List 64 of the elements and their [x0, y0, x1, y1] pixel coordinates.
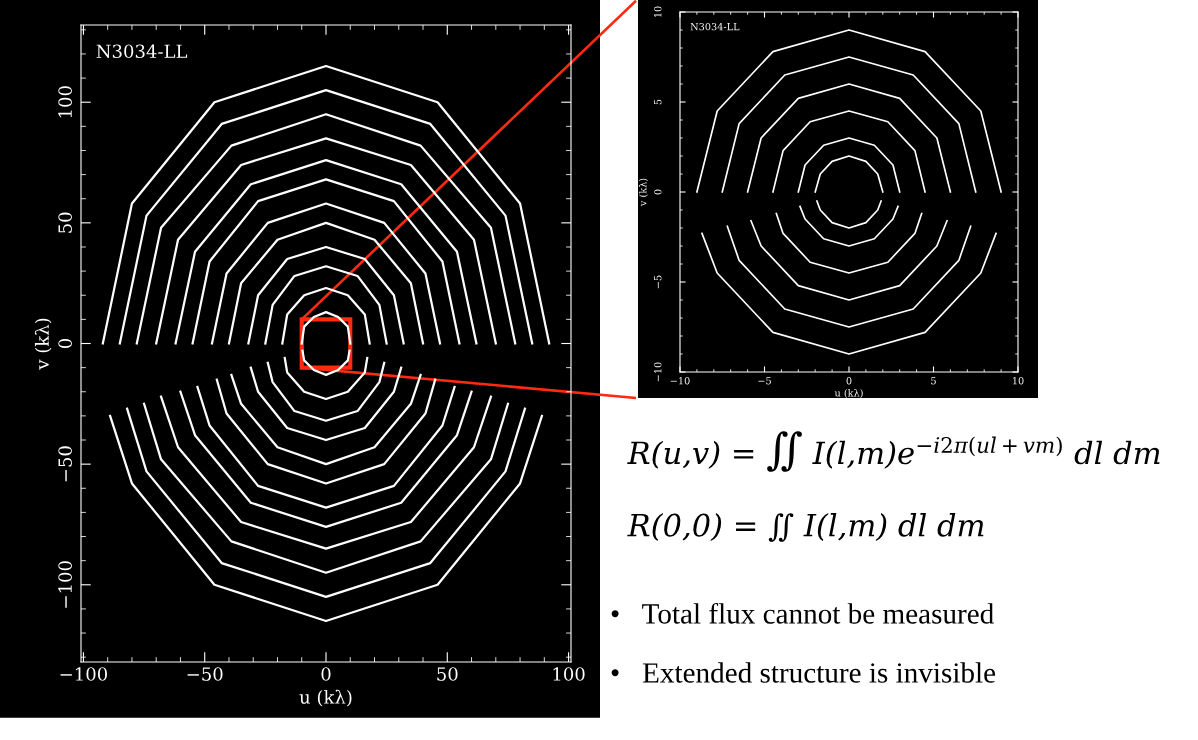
line-series — [696, 29, 1002, 193]
line-series — [101, 64, 551, 345]
line-series — [249, 366, 403, 442]
x-tick-label: −5 — [758, 377, 771, 385]
line-series — [283, 356, 369, 401]
y-tick-label: 10 — [654, 6, 662, 17]
y-tick-label: −5 — [654, 275, 662, 289]
y-tick-label: 0 — [58, 338, 72, 349]
text: R(u,v) = ∬ I(l,m)e$^{−i2π(ul+vm)}$ dl dm — [627, 431, 1160, 472]
annotation: N3034-LL — [96, 44, 188, 59]
x-tick-label: 5 — [931, 377, 936, 385]
line-series — [775, 212, 923, 274]
line-series — [799, 205, 899, 247]
text: • Extended structure is invisible — [611, 662, 996, 683]
x-axis-title: u (kλ) — [299, 689, 352, 707]
annotation: N3034-LL — [690, 22, 740, 31]
line-series — [227, 221, 425, 345]
line-series — [300, 311, 352, 345]
line-series — [118, 89, 534, 345]
line-series — [726, 225, 972, 328]
line-series — [750, 219, 948, 301]
line-series — [797, 137, 901, 193]
y-tick-label: 5 — [654, 99, 662, 105]
y-axis-title: v (kλ) — [34, 318, 52, 370]
line-series — [196, 385, 456, 509]
x-tick-label: 0 — [846, 377, 852, 385]
line-series — [281, 286, 371, 345]
line-series — [135, 113, 517, 345]
y-tick-label: 100 — [58, 86, 72, 118]
y-tick-label: 0 — [654, 189, 662, 195]
line-series — [109, 414, 543, 623]
line-series — [266, 361, 386, 422]
line-series — [155, 137, 497, 345]
line-series — [701, 232, 997, 355]
text: R(0,0) = ∬ I(l,m) dl dm — [627, 513, 984, 542]
x-tick-label: −50 — [187, 667, 223, 681]
x-tick-label: 50 — [437, 667, 458, 681]
line-series — [179, 390, 473, 528]
y-axis-title: v (kλ) — [638, 178, 648, 207]
x-axis-title: u (kλ) — [834, 389, 863, 398]
line-series — [816, 200, 882, 229]
y-tick-label: 50 — [58, 212, 72, 233]
line-series — [264, 265, 388, 345]
text: • Total flux cannot be measured — [611, 602, 994, 624]
x-tick-label: 100 — [553, 667, 585, 681]
line-series — [191, 178, 461, 345]
line-series — [301, 349, 351, 376]
line-series — [772, 110, 926, 193]
line-series — [210, 202, 442, 345]
line-series — [230, 373, 422, 466]
x-tick-label: 10 — [1013, 377, 1024, 385]
y-tick-label: −100 — [58, 561, 72, 608]
line-series — [142, 402, 510, 574]
line-series — [215, 378, 437, 485]
line-series — [247, 245, 405, 345]
x-tick-label: −10 — [670, 377, 690, 385]
line-series — [721, 56, 977, 193]
line-series — [814, 155, 884, 193]
line-series — [159, 395, 493, 550]
line-series — [125, 407, 527, 598]
line-series — [174, 159, 478, 345]
x-tick-label: 0 — [321, 667, 331, 681]
line-series — [746, 83, 952, 193]
y-tick-label: −50 — [58, 446, 72, 482]
